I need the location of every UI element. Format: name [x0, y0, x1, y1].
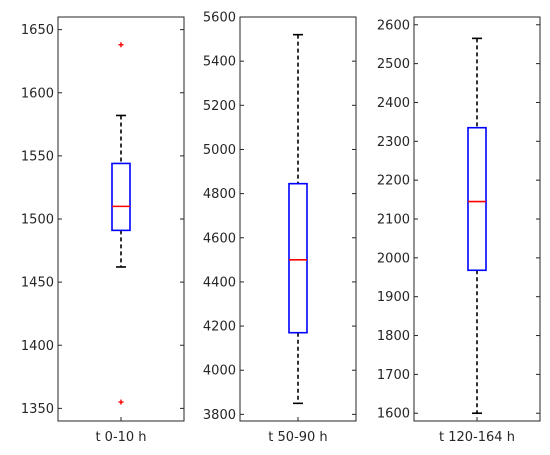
chart-panel-1: 1350 1400 1450 1500 1550 1600 1650 t 0-10 h — [21, 16, 185, 445]
y-tick-label: 5000 — [203, 143, 236, 158]
outlier-marker — [118, 399, 124, 405]
y-tick-label: 1450 — [21, 276, 54, 291]
y-tick-label: 1550 — [21, 149, 54, 164]
y-tick-label: 1600 — [377, 407, 410, 422]
box-iqr — [288, 182, 308, 334]
y-tick-label: 5600 — [203, 11, 236, 26]
outlier-marker — [118, 42, 124, 48]
y-tick-label: 1700 — [377, 368, 410, 383]
y-tick-label: 4800 — [203, 187, 236, 202]
y-tick-label: 1900 — [377, 290, 410, 305]
chart-panel-3: 1600 1700 1800 1900 2000 2100 2200 2300 2400 2500… — [377, 16, 541, 445]
y-tick-label: 2000 — [377, 251, 410, 266]
y-tick-label: 4000 — [203, 364, 236, 379]
y-tick-label: 1800 — [377, 329, 410, 344]
y-tick-label: 1400 — [21, 339, 54, 354]
y-tick-label: 2400 — [377, 96, 410, 111]
y-tick-label: 2100 — [377, 213, 410, 228]
y-tick-label: 1650 — [21, 23, 54, 38]
y-tick-label: 5400 — [203, 55, 236, 70]
box-iqr — [467, 126, 487, 272]
y-tick-label: 2600 — [377, 18, 410, 33]
y-tick-label: 4200 — [203, 320, 236, 335]
x-tick-label: t 120-164 h — [439, 430, 515, 445]
y-tick-label: 1600 — [21, 86, 54, 101]
y-tick-label: 4600 — [203, 231, 236, 246]
x-tick-label: t 50-90 h — [268, 430, 327, 445]
axes-frame — [57, 16, 185, 422]
x-tick-label: t 0-10 h — [95, 430, 146, 445]
y-tick-label: 2500 — [377, 57, 410, 72]
y-tick-label: 3800 — [203, 408, 236, 423]
box-iqr — [111, 162, 131, 232]
y-tick-label: 4400 — [203, 275, 236, 290]
y-tick-label: 1500 — [21, 213, 54, 228]
y-tick-label: 2200 — [377, 174, 410, 189]
chart-panel-2: 3800 4000 4200 4400 4600 4800 5000 5200 5400 5600… — [203, 11, 357, 445]
y-tick-label: 1350 — [21, 402, 54, 417]
axes-frame — [413, 16, 541, 422]
y-tick-label: 5200 — [203, 99, 236, 114]
y-tick-label: 2300 — [377, 135, 410, 150]
